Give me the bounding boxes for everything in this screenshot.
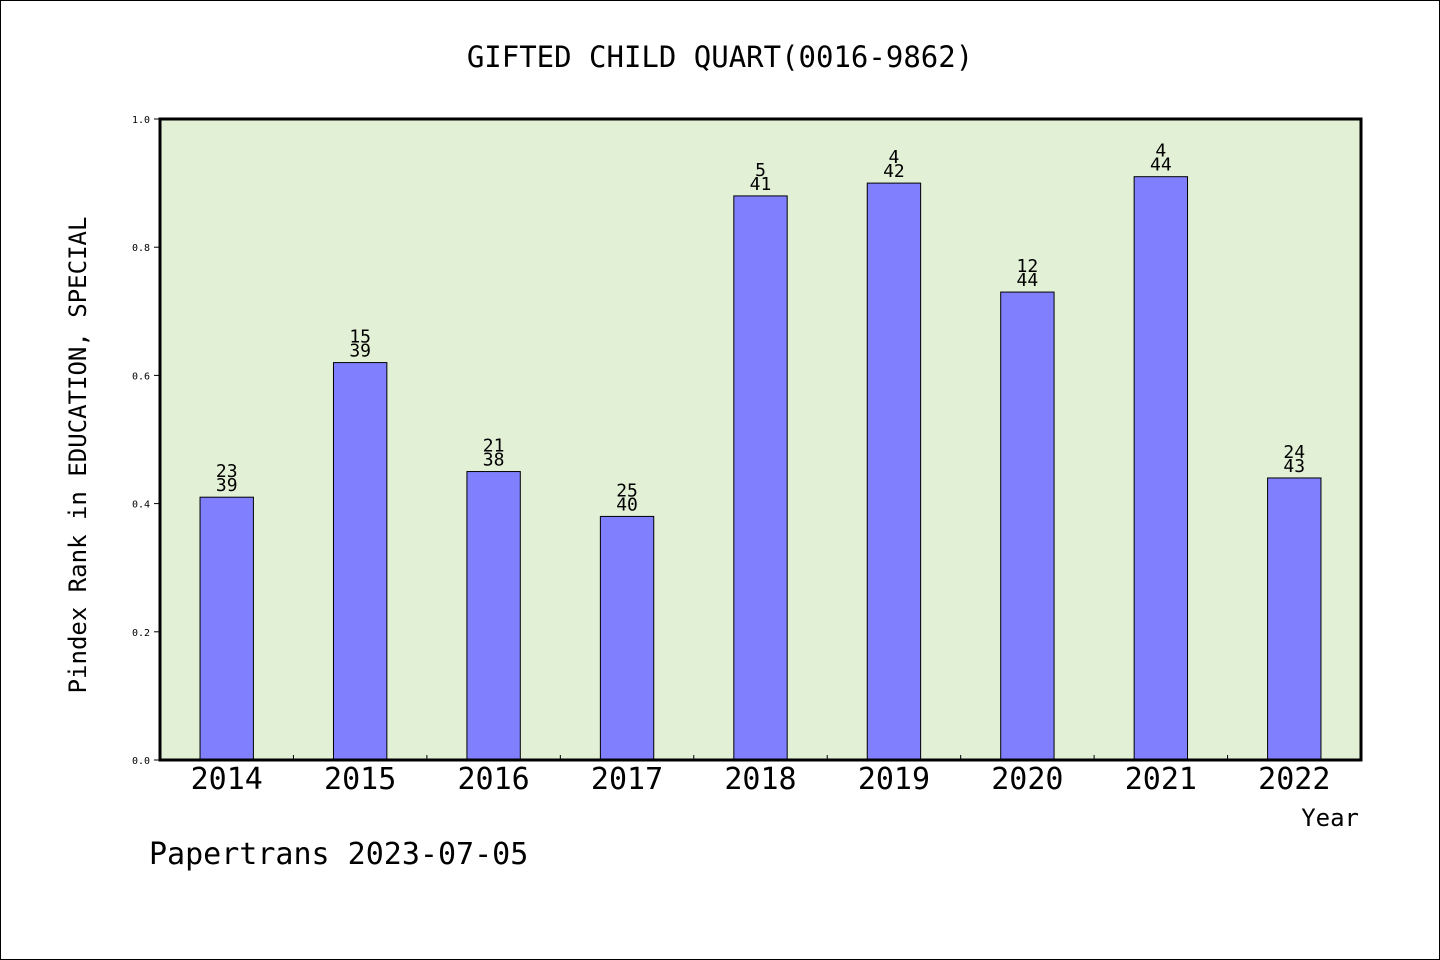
- bar-2020: [1000, 291, 1055, 761]
- bar-2021: [1133, 176, 1189, 761]
- bar-rank-label: 5: [755, 160, 766, 181]
- y-axis-label: Pindex Rank in EDUCATION, SPECIAL: [64, 217, 92, 694]
- bar-total-label: 38: [483, 450, 505, 471]
- y-tick-label: 1.0: [132, 115, 150, 126]
- bar-total-label: 43: [1283, 456, 1305, 477]
- y-tick-label: 0.6: [132, 371, 150, 382]
- bar-2022: [1267, 477, 1322, 761]
- bar-total-label: 39: [349, 341, 371, 362]
- y-tick-label: 0.4: [132, 500, 150, 511]
- bar-2019: [866, 182, 922, 761]
- x-tick-label: 2022: [1258, 762, 1330, 797]
- bar-2016: [466, 471, 521, 761]
- bar-rank-label: 25: [616, 480, 638, 501]
- x-tick-label: 2016: [457, 762, 529, 797]
- bar-total-label: 42: [883, 161, 905, 182]
- bar-total-label: 41: [750, 174, 772, 195]
- bar-rank-label: 21: [483, 436, 505, 457]
- bar-rank-label: 23: [216, 461, 238, 482]
- bar-2018: [733, 195, 788, 761]
- bar-rank-label: 12: [1017, 256, 1039, 277]
- bar-rank-label: 24: [1283, 442, 1305, 463]
- y-tick-label: 0.8: [132, 243, 150, 254]
- footer-credit: Papertrans 2023-07-05: [149, 837, 528, 872]
- bar-rank-label: 4: [1155, 141, 1166, 162]
- bar-2014: [199, 496, 254, 761]
- bar-total-label: 39: [216, 475, 238, 496]
- y-tick-label: 0.0: [132, 756, 150, 767]
- x-tick-label: 2018: [724, 762, 796, 797]
- y-tick-label: 0.2: [132, 628, 150, 639]
- y-axis: 0.0 0.2 0.4 0.6 0.8 1.0: [132, 115, 160, 767]
- x-tick-label: 2014: [191, 762, 263, 797]
- x-tick-label: 2019: [858, 762, 930, 797]
- bar-2017: [599, 515, 655, 761]
- bar-group: [199, 176, 1322, 761]
- bar-total-label: 44: [1017, 270, 1039, 291]
- bar-rank-label: 15: [349, 327, 371, 348]
- chart-title: GIFTED CHILD QUART(0016-9862): [467, 40, 973, 74]
- x-tick-label: 2015: [324, 762, 396, 797]
- bar-rank-label: 4: [889, 147, 900, 168]
- bar-2015: [332, 362, 388, 761]
- x-axis: 2014 2015 2016 2017 2018 2019 2020 2021 2022: [191, 755, 1330, 797]
- bar-total-label: 44: [1150, 155, 1172, 176]
- x-tick-label: 2017: [591, 762, 663, 797]
- bar-total-label: 40: [616, 494, 638, 515]
- x-tick-label: 2021: [1125, 762, 1197, 797]
- x-tick-label: 2020: [991, 762, 1063, 797]
- x-axis-label: Year: [1301, 804, 1359, 832]
- plot-border: [158, 117, 1363, 762]
